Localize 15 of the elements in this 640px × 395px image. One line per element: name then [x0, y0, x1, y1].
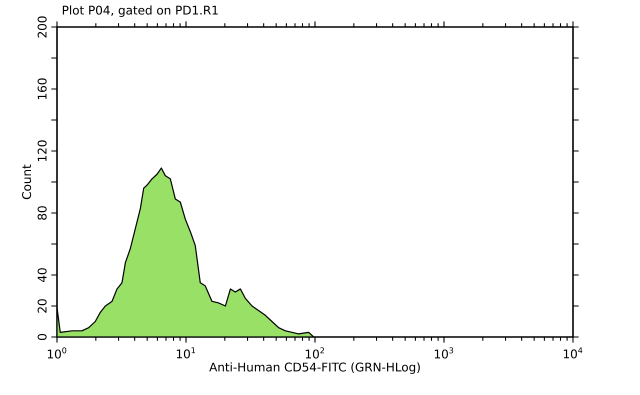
y-tick-label: 20: [38, 299, 47, 313]
x-tick-label: 10$^{3}$: [434, 347, 454, 359]
x-tick-label: 10$^{1}$: [176, 347, 196, 358]
y-tick-label: 80: [38, 206, 47, 220]
x-tick-label: 10$^{2}$: [306, 347, 324, 359]
y-tick-label: 0: [38, 334, 47, 340]
x-tick-label: 10$^{0}$: [48, 347, 66, 359]
y-tick-label: 40: [38, 268, 47, 282]
y-tick-label: 160: [38, 78, 47, 100]
y-axis-title: Count: [22, 164, 32, 200]
y-tick-label: 120: [38, 140, 47, 162]
y-tick-label: 200: [38, 16, 47, 38]
x-axis-title: Anti-Human CD54-FITC (GRN-HLog): [209, 362, 420, 374]
x-tick-label: 10$^{4}$: [564, 347, 582, 358]
chart-title: Plot P04, gated on PD1.R1: [62, 5, 218, 17]
